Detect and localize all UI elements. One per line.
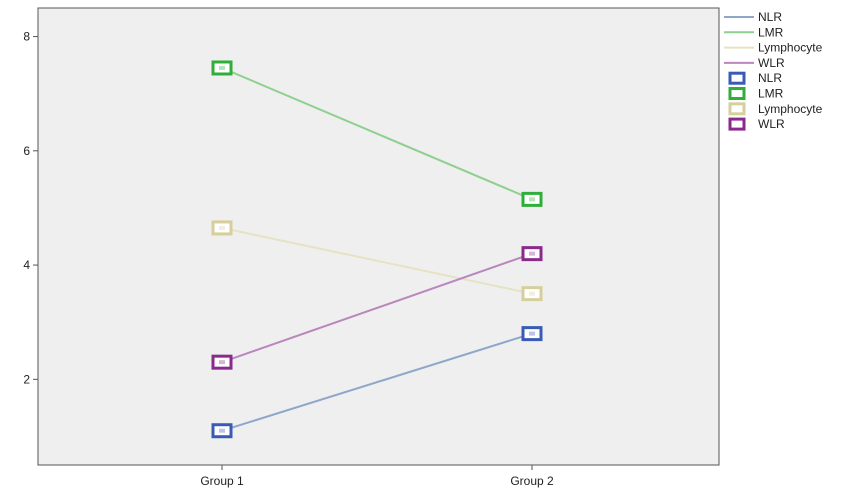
legend-item-line-lmr: LMR xyxy=(724,25,784,39)
data-point-nlr xyxy=(521,326,543,342)
y-axis: 2 4 6 8 xyxy=(23,30,38,386)
legend-item-line-nlr: NLR xyxy=(724,10,782,24)
legend-label: Lymphocyte xyxy=(758,102,823,116)
series-markers xyxy=(211,60,543,439)
series-line-lymphocyte xyxy=(221,226,533,295)
plot-background xyxy=(38,8,719,465)
data-point-wlr xyxy=(521,246,543,262)
legend-label: LMR xyxy=(758,25,784,39)
legend-item-marker-nlr: NLR xyxy=(728,71,782,85)
series-line-lmr xyxy=(221,67,533,201)
data-point-lmr xyxy=(211,60,233,76)
y-tick-label: 2 xyxy=(23,372,30,386)
data-point-lmr xyxy=(521,191,543,207)
data-point-lymphocyte xyxy=(211,220,233,236)
y-tick-label: 6 xyxy=(23,144,30,158)
legend-item-line-wlr: WLR xyxy=(724,56,785,70)
x-tick-label: Group 2 xyxy=(510,474,554,488)
data-point-wlr xyxy=(211,354,233,370)
legend-label: NLR xyxy=(758,71,782,85)
legend-label: WLR xyxy=(758,56,785,70)
legend-label: Lymphocyte xyxy=(758,41,823,55)
legend-label: WLR xyxy=(758,117,785,131)
legend-label: LMR xyxy=(758,87,784,101)
legend-item-marker-wlr: WLR xyxy=(728,117,785,131)
y-tick-label: 4 xyxy=(23,258,30,272)
legend-label: NLR xyxy=(758,10,782,24)
plot-frame xyxy=(37,7,720,466)
legend-item-marker-lmr: LMR xyxy=(728,87,784,101)
x-tick-label: Group 1 xyxy=(200,474,244,488)
x-axis: Group 1 Group 2 xyxy=(200,465,554,488)
series-line-nlr xyxy=(221,332,533,432)
data-point-lymphocyte xyxy=(521,286,543,302)
legend-item-marker-lymphocyte: Lymphocyte xyxy=(728,102,823,116)
legend-item-line-lymphocyte: Lymphocyte xyxy=(724,41,823,55)
y-tick-label: 8 xyxy=(23,30,30,44)
series-line-wlr xyxy=(221,252,533,364)
series-lines xyxy=(221,67,533,432)
data-point-nlr xyxy=(211,423,233,439)
